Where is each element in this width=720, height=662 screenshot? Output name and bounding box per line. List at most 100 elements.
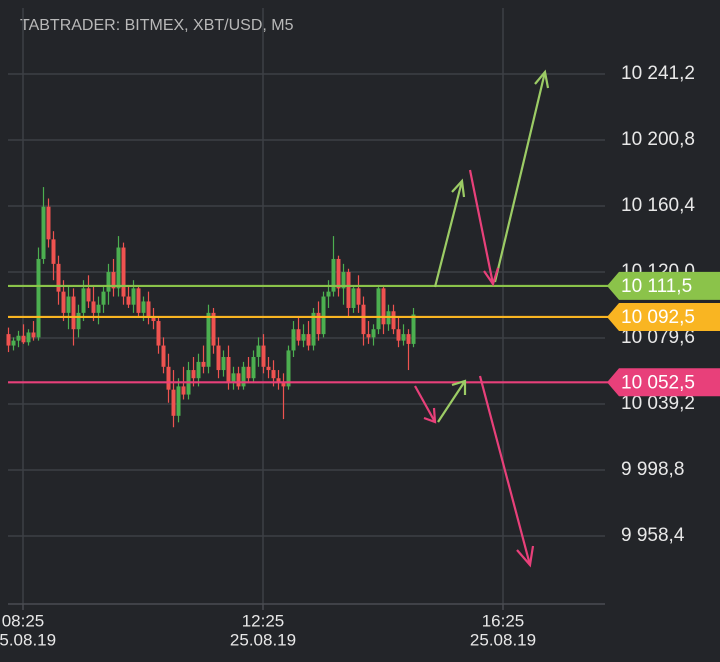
candle-body — [171, 389, 176, 416]
candle-body — [116, 247, 121, 289]
candle-body — [246, 366, 251, 379]
candle-body — [356, 288, 361, 305]
candle-body — [191, 370, 196, 379]
arrow — [433, 180, 464, 288]
candle-body — [216, 345, 221, 371]
candle-body — [251, 356, 256, 379]
candle-body — [111, 272, 116, 289]
candle-body — [291, 329, 296, 351]
candle-body — [241, 366, 246, 387]
candle-body — [181, 386, 186, 395]
candle-body — [261, 345, 266, 367]
candle-body — [381, 288, 386, 325]
candle-body — [206, 312, 211, 367]
candle-body — [271, 370, 276, 379]
candle-body — [151, 317, 156, 322]
candle-body — [321, 296, 326, 335]
candle-body — [256, 345, 261, 357]
price-tag-label: 10 052,5 — [621, 372, 695, 393]
arrow-head — [423, 407, 437, 424]
candle-body — [366, 334, 371, 338]
candle-body — [86, 288, 91, 302]
arrow-head — [451, 178, 466, 198]
candle-body — [141, 301, 146, 313]
arrow — [478, 375, 532, 566]
candle-body — [351, 288, 356, 308]
candle-body — [281, 383, 286, 387]
arrow — [468, 169, 495, 285]
candle-body — [36, 258, 41, 338]
candle-body — [61, 291, 66, 313]
y-tick-label: 9 998,8 — [621, 459, 684, 480]
candle-body — [341, 272, 346, 289]
candle-body — [226, 356, 231, 384]
candles — [6, 187, 416, 428]
candle-body — [211, 312, 216, 346]
candle-body — [156, 321, 161, 346]
candle-body — [161, 345, 166, 367]
candle-body — [26, 332, 31, 343]
candle-body — [266, 366, 271, 371]
candle-body — [71, 296, 76, 330]
candle-body — [91, 301, 96, 313]
candle-body — [176, 386, 181, 416]
candle-body — [196, 361, 201, 379]
arrow-head — [451, 379, 467, 395]
candle-body — [391, 311, 396, 330]
candle-body — [106, 272, 111, 292]
price-tag — [607, 302, 720, 331]
candle-body — [11, 340, 16, 346]
candle-body — [51, 239, 56, 264]
candle-body — [6, 334, 11, 346]
arrow — [414, 385, 436, 423]
x-tick-date: 25.08.19 — [230, 630, 296, 649]
candle-body — [401, 334, 406, 341]
candle-body — [56, 263, 61, 292]
candle-body — [221, 356, 226, 371]
candle-body — [21, 335, 26, 343]
candle-body — [16, 335, 21, 341]
y-tick-label: 9 958,4 — [621, 525, 685, 546]
price-tag-label: 10 111,5 — [621, 276, 692, 297]
candle-body — [396, 329, 401, 341]
candle-body — [96, 304, 101, 313]
candle-body — [326, 291, 331, 297]
arrow-head — [483, 267, 500, 287]
candle-body — [306, 334, 311, 346]
candle-body — [121, 247, 126, 297]
candle-body — [46, 206, 51, 240]
price-tag — [607, 368, 720, 397]
candle-body — [331, 258, 336, 292]
x-tick-label: 16:25 — [482, 611, 525, 630]
y-tick-label: 10 200,8 — [621, 129, 695, 150]
grid — [8, 8, 605, 610]
y-tick-label: 10 160,4 — [621, 195, 695, 216]
candle-body — [276, 378, 281, 384]
y-tick-label: 10 241,2 — [621, 63, 695, 84]
candle-body — [376, 288, 381, 330]
annotations — [414, 69, 550, 568]
price-tag-label: 10 092,5 — [621, 307, 695, 328]
candle-body — [126, 296, 131, 305]
candle-body — [361, 304, 366, 335]
price-tag — [607, 271, 720, 300]
arrow-head — [516, 545, 535, 568]
candle-body — [66, 296, 71, 313]
x-tick-date: 25.08.19 — [0, 630, 56, 649]
candle-body — [101, 291, 106, 305]
candle-body — [136, 288, 141, 313]
candle-body — [406, 334, 411, 344]
candle-body — [371, 329, 376, 338]
candle-body — [411, 314, 416, 344]
candle-body — [346, 272, 351, 308]
candle-body — [201, 361, 206, 367]
candle-body — [316, 312, 321, 335]
y-tick-label: 10 039,2 — [621, 393, 695, 414]
y-tick-label: 10 079,6 — [621, 327, 695, 348]
candle-body — [146, 301, 151, 318]
arrow — [493, 71, 547, 283]
price-lines: 10 111,5 10 092,5 10 052,5 — [8, 271, 720, 397]
